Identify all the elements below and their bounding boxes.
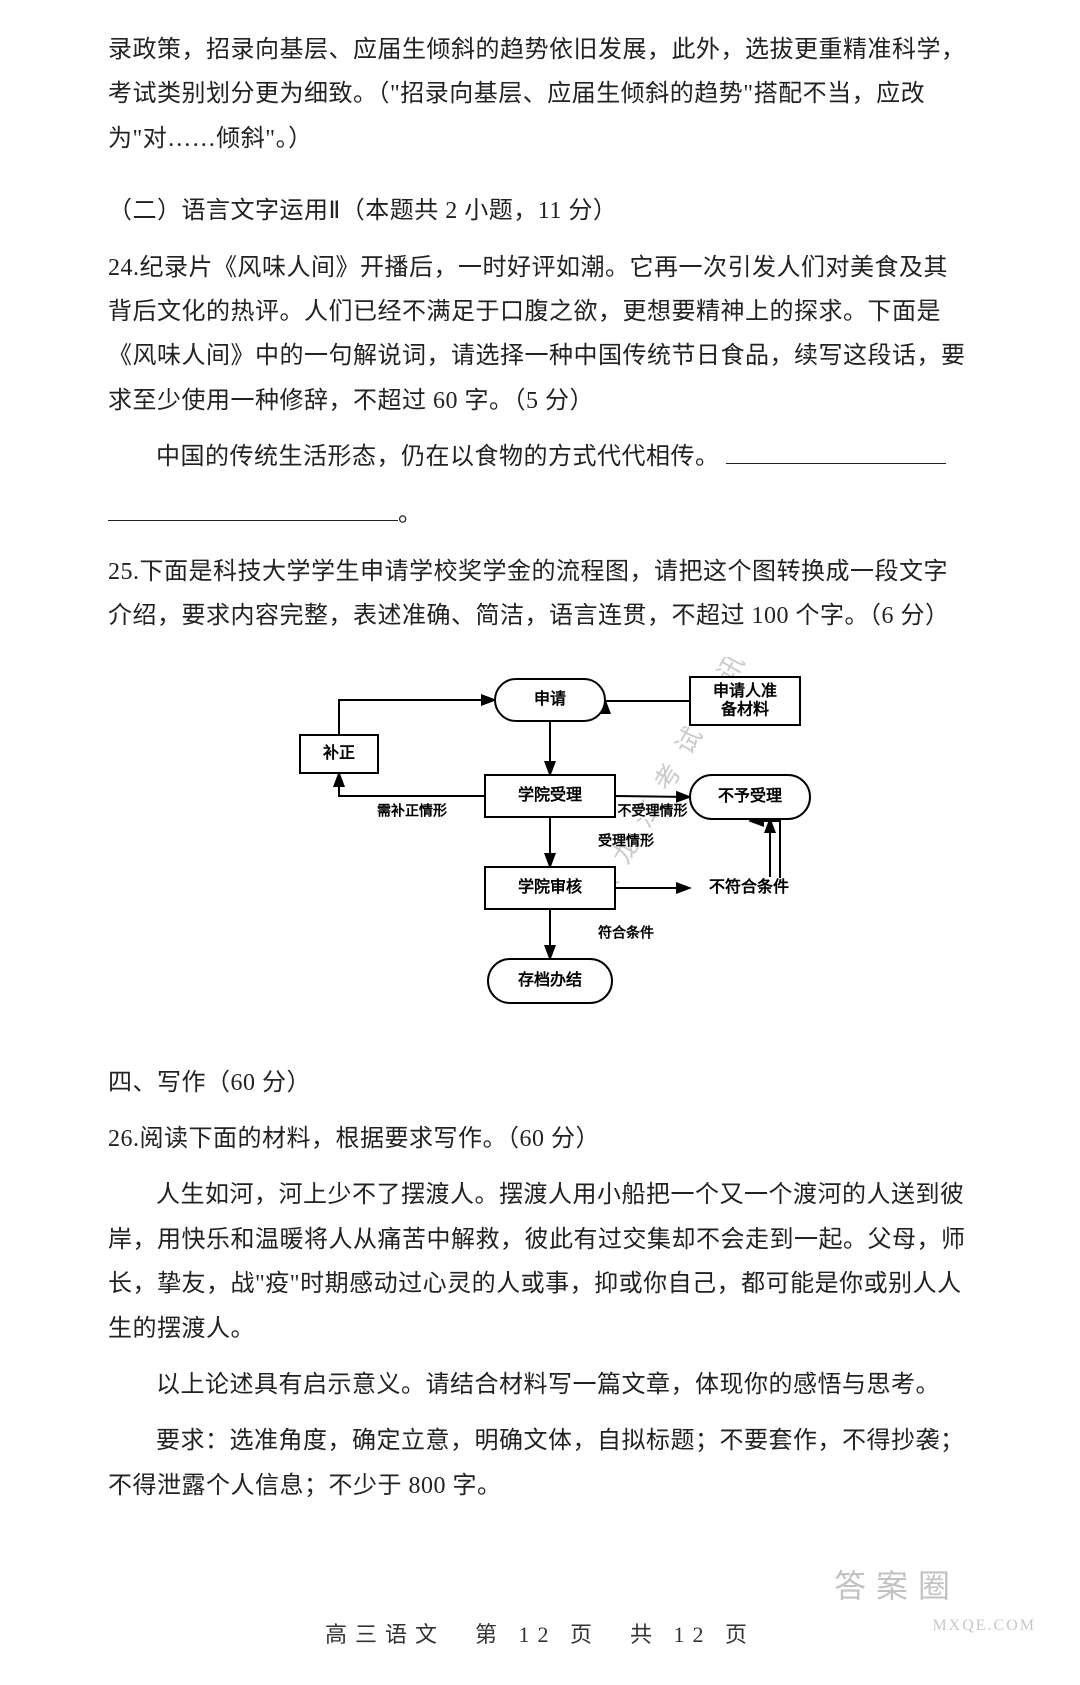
svg-text:受理情形: 受理情形 (598, 832, 654, 848)
q26-stem: 26.阅读下面的材料，根据要求写作。（60 分） (108, 1117, 972, 1161)
corner-watermark-1: 答案圈 (834, 1561, 960, 1607)
svg-text:备材料: 备材料 (720, 699, 769, 718)
q24-lead-text: 中国的传统生活形态，仍在以食物的方式代代相传。 (156, 444, 720, 470)
svg-text:符合条件: 符合条件 (597, 924, 654, 940)
svg-text:需补正情形: 需补正情形 (377, 802, 447, 818)
svg-text:不符合条件: 不符合条件 (709, 877, 789, 896)
svg-text:补正: 补正 (322, 743, 355, 762)
svg-text:学院受理: 学院受理 (518, 785, 582, 804)
exam-page: 录政策，招录向基层、应届生倾斜的趋势依旧发展，此外，选拔更重精准科学，考试类别划… (0, 0, 1080, 1685)
flowchart-svg: 黑龙江考试资讯受理情形符合条件不受理情形需补正情形申请人准备材料申请补正学院受理… (260, 657, 820, 1037)
top-continuation-paragraph: 录政策，招录向基层、应届生倾斜的趋势依旧发展，此外，选拔更重精准科学，考试类别划… (108, 28, 972, 161)
flowchart-container: 黑龙江考试资讯受理情形符合条件不受理情形需补正情形申请人准备材料申请补正学院受理… (108, 657, 972, 1037)
svg-text:学院审核: 学院审核 (518, 877, 582, 896)
q24-blank-line-2-wrap: 。 (108, 492, 972, 536)
svg-text:不受理情形: 不受理情形 (618, 802, 688, 818)
page-footer: 高三语文 第 12 页 共 12 页 (0, 1617, 1080, 1649)
q26-material-p2: 以上论述具有启示意义。请结合材料写一篇文章，体现你的感悟与思考。 (108, 1363, 972, 1407)
q26-material-p1: 人生如河，河上少不了摆渡人。摆渡人用小船把一个又一个渡河的人送到彼岸，用快乐和温… (108, 1173, 972, 1351)
q24-blank-2 (108, 494, 398, 520)
svg-text:不予受理: 不予受理 (718, 786, 782, 805)
q24-blank-1 (726, 438, 946, 464)
svg-text:存档办结: 存档办结 (518, 970, 582, 989)
q25-stem: 25.下面是科技大学学生申请学校奖学金的流程图，请把这个图转换成一段文字介绍，要… (108, 550, 972, 639)
section-4-heading: 四、写作（60 分） (108, 1061, 972, 1105)
svg-text:申请人准: 申请人准 (713, 681, 777, 700)
q24-lead-line: 中国的传统生活形态，仍在以食物的方式代代相传。 (108, 435, 972, 479)
q24-tail-period: 。 (398, 501, 423, 527)
q26-material-p3: 要求：选准角度，确定立意，明确文体，自拟标题；不要套作，不得抄袭；不得泄露个人信… (108, 1419, 972, 1508)
svg-text:申请: 申请 (534, 689, 566, 708)
q24-stem: 24.纪录片《风味人间》开播后，一时好评如潮。它再一次引发人们对美食及其背后文化… (108, 246, 972, 424)
section-2-heading: （二）语言文字运用Ⅱ（本题共 2 小题，11 分） (108, 189, 972, 233)
